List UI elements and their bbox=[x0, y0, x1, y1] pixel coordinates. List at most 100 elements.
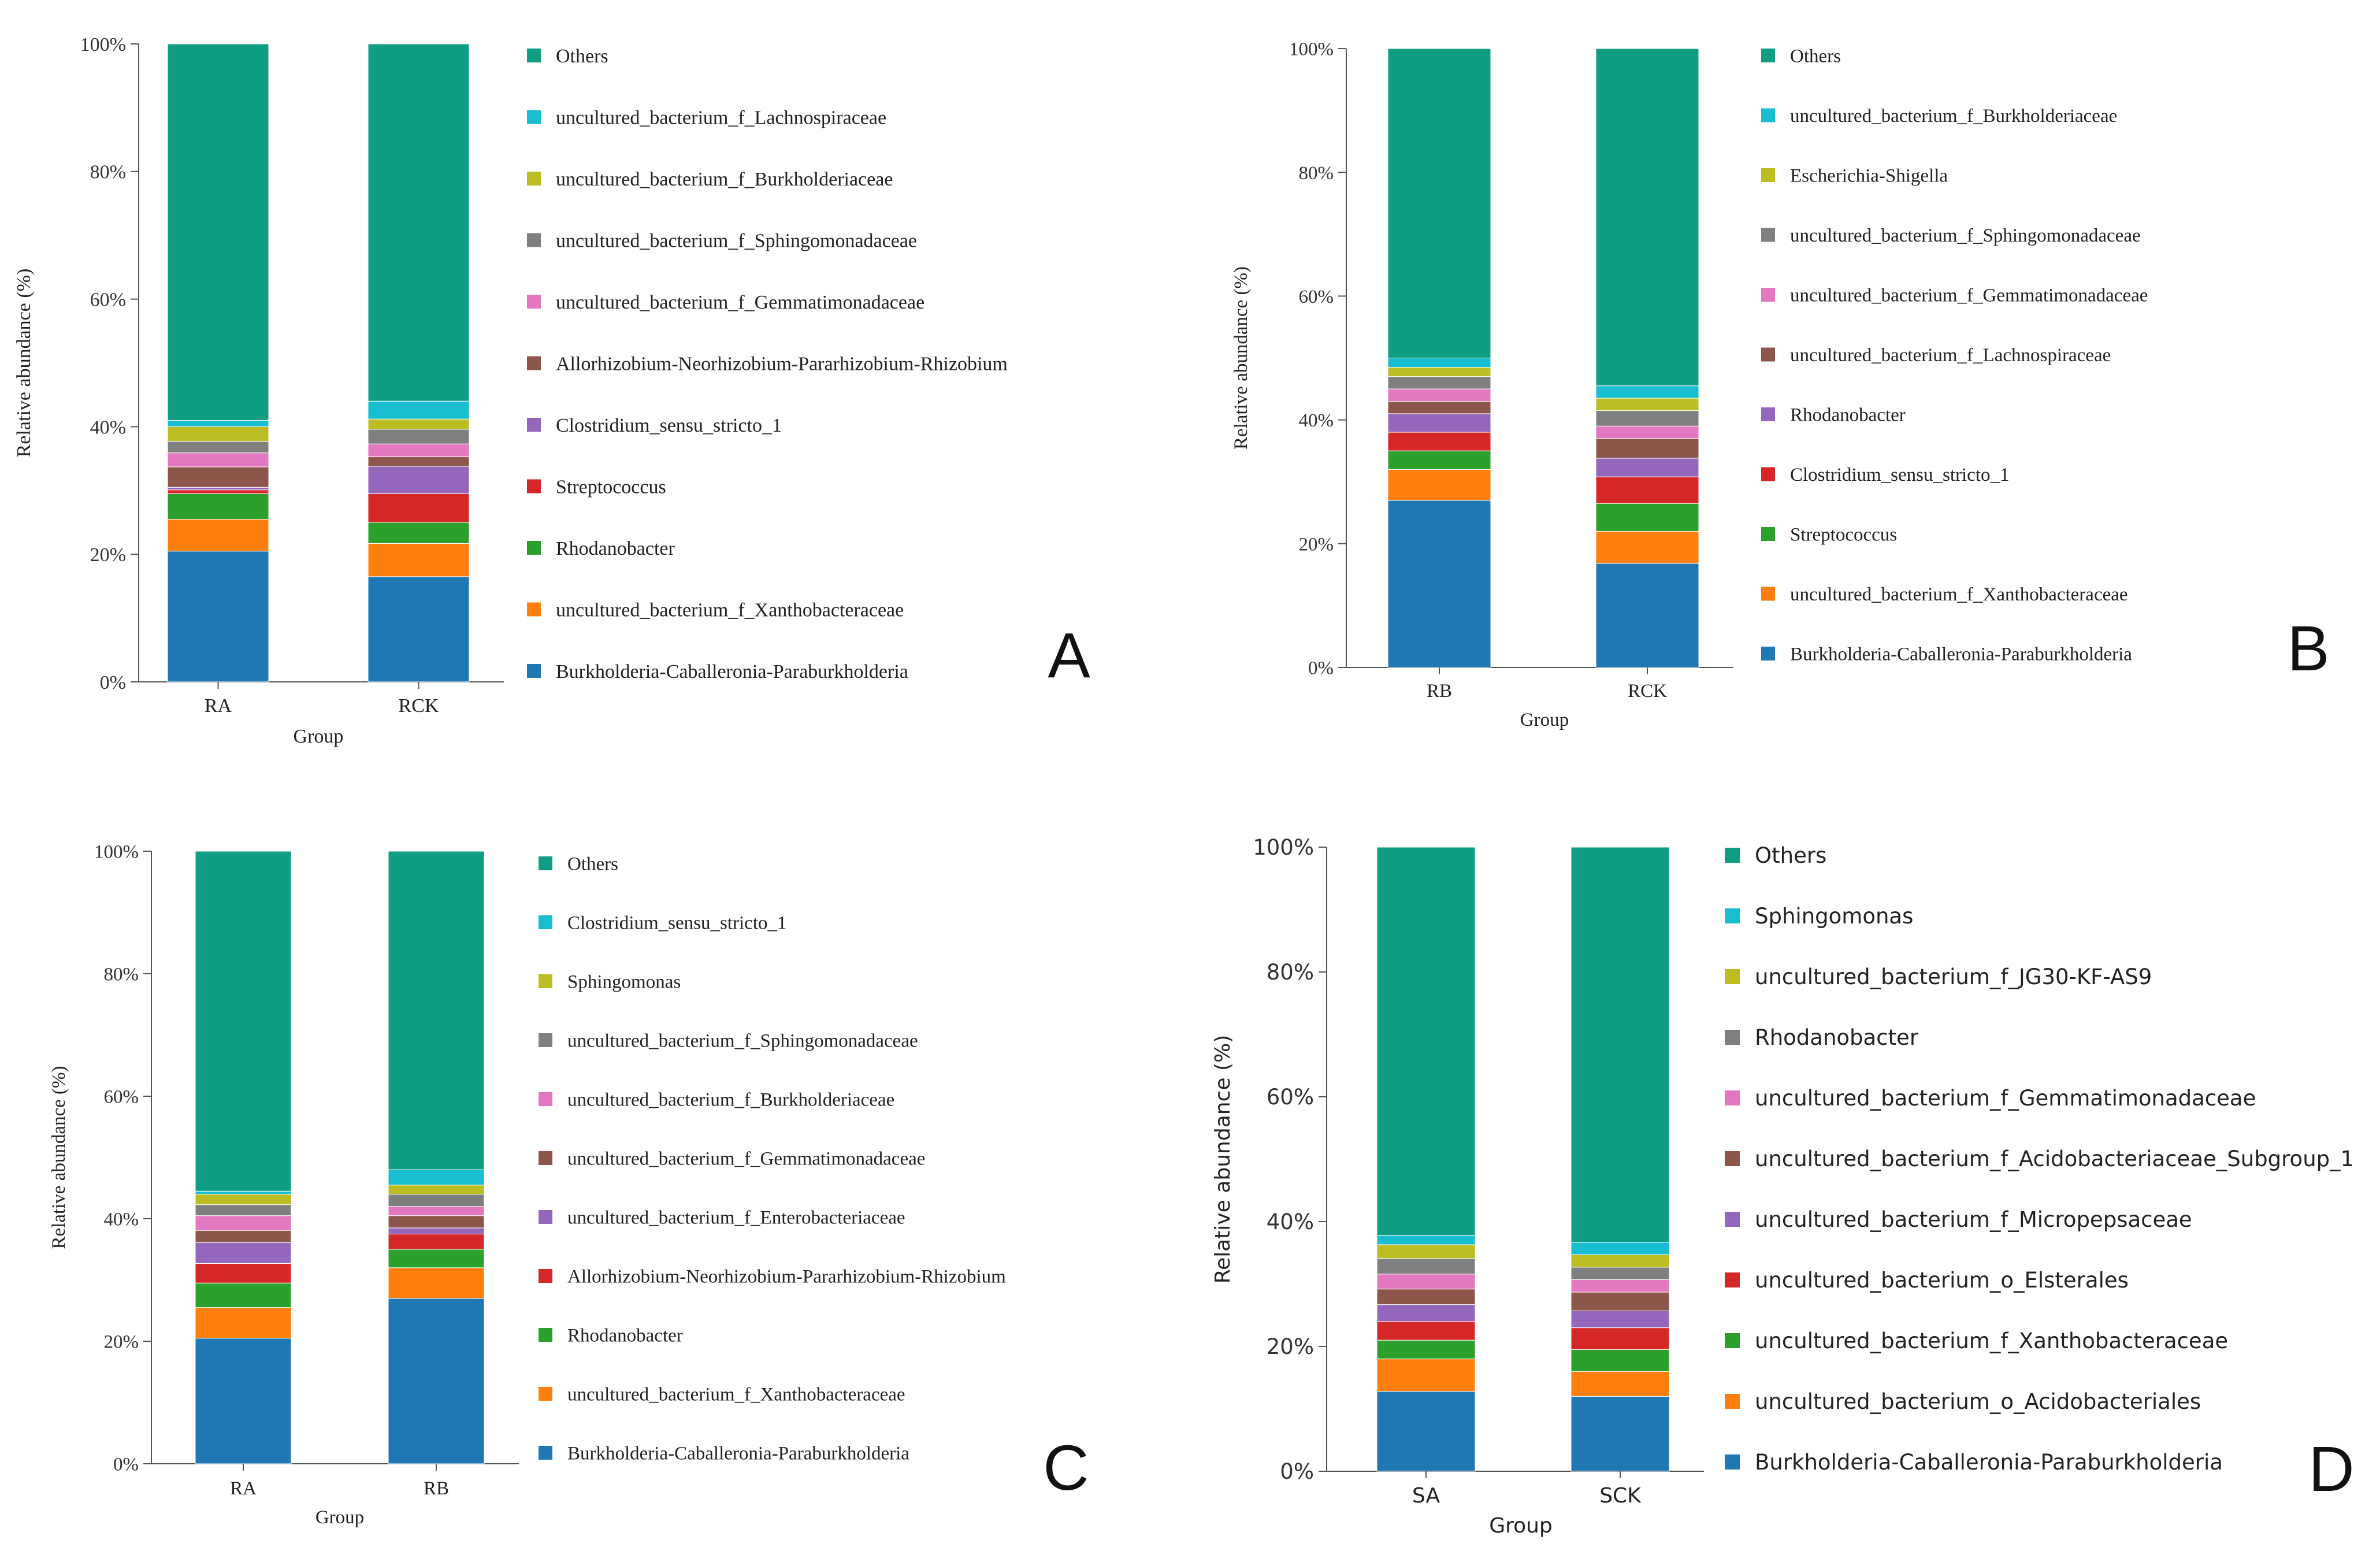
legend-label: Burkholderia-Caballeronia-Paraburkholder… bbox=[1755, 1450, 2223, 1475]
bar-segment bbox=[367, 522, 470, 544]
bar-segment bbox=[367, 418, 470, 430]
panel-label: B bbox=[2287, 613, 2329, 684]
bar-segment bbox=[167, 466, 269, 488]
bar-segment bbox=[195, 851, 292, 1192]
legend-label: Others bbox=[1790, 46, 1841, 67]
legend-swatch bbox=[527, 664, 541, 678]
legend: Others uncultured_bacterium_f_Burkholderi… bbox=[1761, 46, 2148, 665]
bar-segment bbox=[1376, 1258, 1476, 1275]
bar-segment bbox=[1376, 1391, 1476, 1472]
legend-swatch bbox=[527, 110, 541, 124]
legend-swatch bbox=[1761, 168, 1775, 182]
x-category-label: RB bbox=[1427, 681, 1452, 702]
legend-swatch bbox=[1725, 1272, 1740, 1287]
bar-segment bbox=[1387, 432, 1491, 451]
legend-label: uncultured_bacterium_f_Burkholderiaceae bbox=[556, 169, 893, 190]
legend-swatch bbox=[1761, 108, 1775, 123]
bar-segment bbox=[367, 429, 470, 444]
legend-swatch bbox=[1725, 1212, 1740, 1227]
bar-segment bbox=[1387, 400, 1491, 414]
legend-label: Clostridium_sensu_stricto_1 bbox=[1790, 465, 2010, 485]
bar-segment bbox=[195, 1194, 292, 1205]
legend-swatch bbox=[1761, 467, 1775, 481]
bar-segment bbox=[167, 420, 269, 427]
bar-segment bbox=[1387, 388, 1491, 402]
legend-label: uncultured_bacterium_f_Sphingomonadaceae bbox=[1790, 225, 2141, 246]
bar-segment bbox=[167, 426, 269, 442]
legend-label: uncultured_bacterium_f_Xanthobacteraceae bbox=[567, 1385, 905, 1405]
bar-segment bbox=[195, 1282, 292, 1308]
bar-segment bbox=[1570, 1396, 1670, 1472]
bar-segment bbox=[388, 1227, 485, 1234]
legend-swatch bbox=[527, 49, 541, 62]
legend: Others Sphingomonas uncultured_bacterium_f… bbox=[1725, 843, 2354, 1475]
legend-label: uncultured_bacterium_f_Burkholderiaceae bbox=[567, 1090, 894, 1111]
y-tick-label: 20% bbox=[104, 1332, 139, 1353]
y-tick-label: 80% bbox=[1267, 960, 1314, 985]
bar-segment bbox=[367, 43, 470, 402]
legend-swatch bbox=[1761, 527, 1775, 541]
bar-segment bbox=[195, 1204, 292, 1216]
bar-segment bbox=[195, 1338, 292, 1464]
legend-label: uncultured_bacterium_f_Gemmatimonadaceae bbox=[567, 1149, 925, 1170]
bar-segment bbox=[167, 43, 269, 421]
bar-segment bbox=[1595, 385, 1699, 399]
bar-segment bbox=[167, 493, 269, 520]
legend-label: uncultured_bacterium_o_Acidobacteriales bbox=[1755, 1389, 2201, 1414]
y-tick-label: 80% bbox=[104, 964, 139, 985]
legend-label: uncultured_bacterium_f_Sphingomonadaceae bbox=[556, 230, 917, 251]
y-tick-label: 60% bbox=[1267, 1085, 1314, 1110]
legend-label: Sphingomonas bbox=[1755, 904, 1913, 929]
bar-segment bbox=[1376, 1304, 1476, 1322]
legend-label: uncultured_bacterium_f_Sphingomonadaceae bbox=[567, 1031, 918, 1052]
bar-segment bbox=[388, 1267, 485, 1299]
bar-segment bbox=[1387, 469, 1491, 501]
legend-label: Others bbox=[1755, 843, 1826, 868]
y-tick-label: 100% bbox=[80, 34, 126, 55]
bar-segment bbox=[388, 1215, 485, 1229]
chart-panel-A: 0% 20% 40% 60% 80% 100% RA RCK Group Relative abu… bbox=[13, 34, 1090, 747]
x-axis-label: Group bbox=[294, 726, 344, 747]
x-category-label: RCK bbox=[1628, 681, 1667, 702]
x-axis-label: Group bbox=[315, 1507, 364, 1528]
legend-label: Others bbox=[567, 854, 618, 875]
x-category-label: RCK bbox=[399, 695, 439, 717]
legend-label: Burkholderia-Caballeronia-Paraburkholder… bbox=[567, 1444, 909, 1464]
legend-swatch bbox=[1761, 228, 1775, 242]
legend-swatch bbox=[539, 974, 552, 988]
panel-label: D bbox=[2308, 1434, 2354, 1505]
bar-segment bbox=[367, 456, 470, 467]
bar-segment bbox=[388, 1298, 485, 1464]
bar-segment bbox=[1595, 438, 1699, 459]
x-category-label: RA bbox=[230, 1478, 257, 1499]
bar-segment bbox=[1570, 1254, 1670, 1268]
bar-segment bbox=[1570, 1279, 1670, 1293]
legend-swatch bbox=[539, 1033, 552, 1047]
bar-segment bbox=[1570, 847, 1670, 1243]
legend: Others uncultured_bacterium_f_Lachnospira… bbox=[527, 46, 1008, 682]
y-tick-label: 100% bbox=[1253, 835, 1314, 860]
bar-segment bbox=[1595, 458, 1699, 477]
bar-segment bbox=[367, 543, 470, 577]
bar-segment bbox=[1595, 503, 1699, 532]
y-axis-label: Relative abundance (%) bbox=[49, 1066, 69, 1249]
legend-label: Sphingomonas bbox=[567, 972, 681, 993]
bar-segment bbox=[1387, 358, 1491, 368]
legend-swatch bbox=[1761, 288, 1775, 302]
legend-swatch bbox=[527, 602, 541, 617]
y-tick-label: 100% bbox=[94, 842, 139, 863]
legend-swatch bbox=[1725, 1394, 1740, 1409]
bar-segment bbox=[167, 489, 269, 494]
bar-segment bbox=[367, 576, 470, 682]
bar-segment bbox=[388, 851, 485, 1170]
bar-segment bbox=[167, 551, 269, 682]
legend-label: Allorhizobium-Neorhizobium-Pararhizobium… bbox=[556, 353, 1008, 374]
legend-swatch bbox=[1761, 49, 1775, 62]
x-category-label: SA bbox=[1412, 1484, 1440, 1508]
y-tick-label: 40% bbox=[1267, 1209, 1314, 1234]
bar-segment bbox=[1376, 1235, 1476, 1245]
legend-label: uncultured_bacterium_f_Xanthobacteraceae bbox=[556, 599, 904, 621]
legend-label: uncultured_bacterium_o_Elsterales bbox=[1755, 1268, 2129, 1293]
legend-label: uncultured_bacterium_f_JG30-KF-AS9 bbox=[1755, 964, 2152, 989]
